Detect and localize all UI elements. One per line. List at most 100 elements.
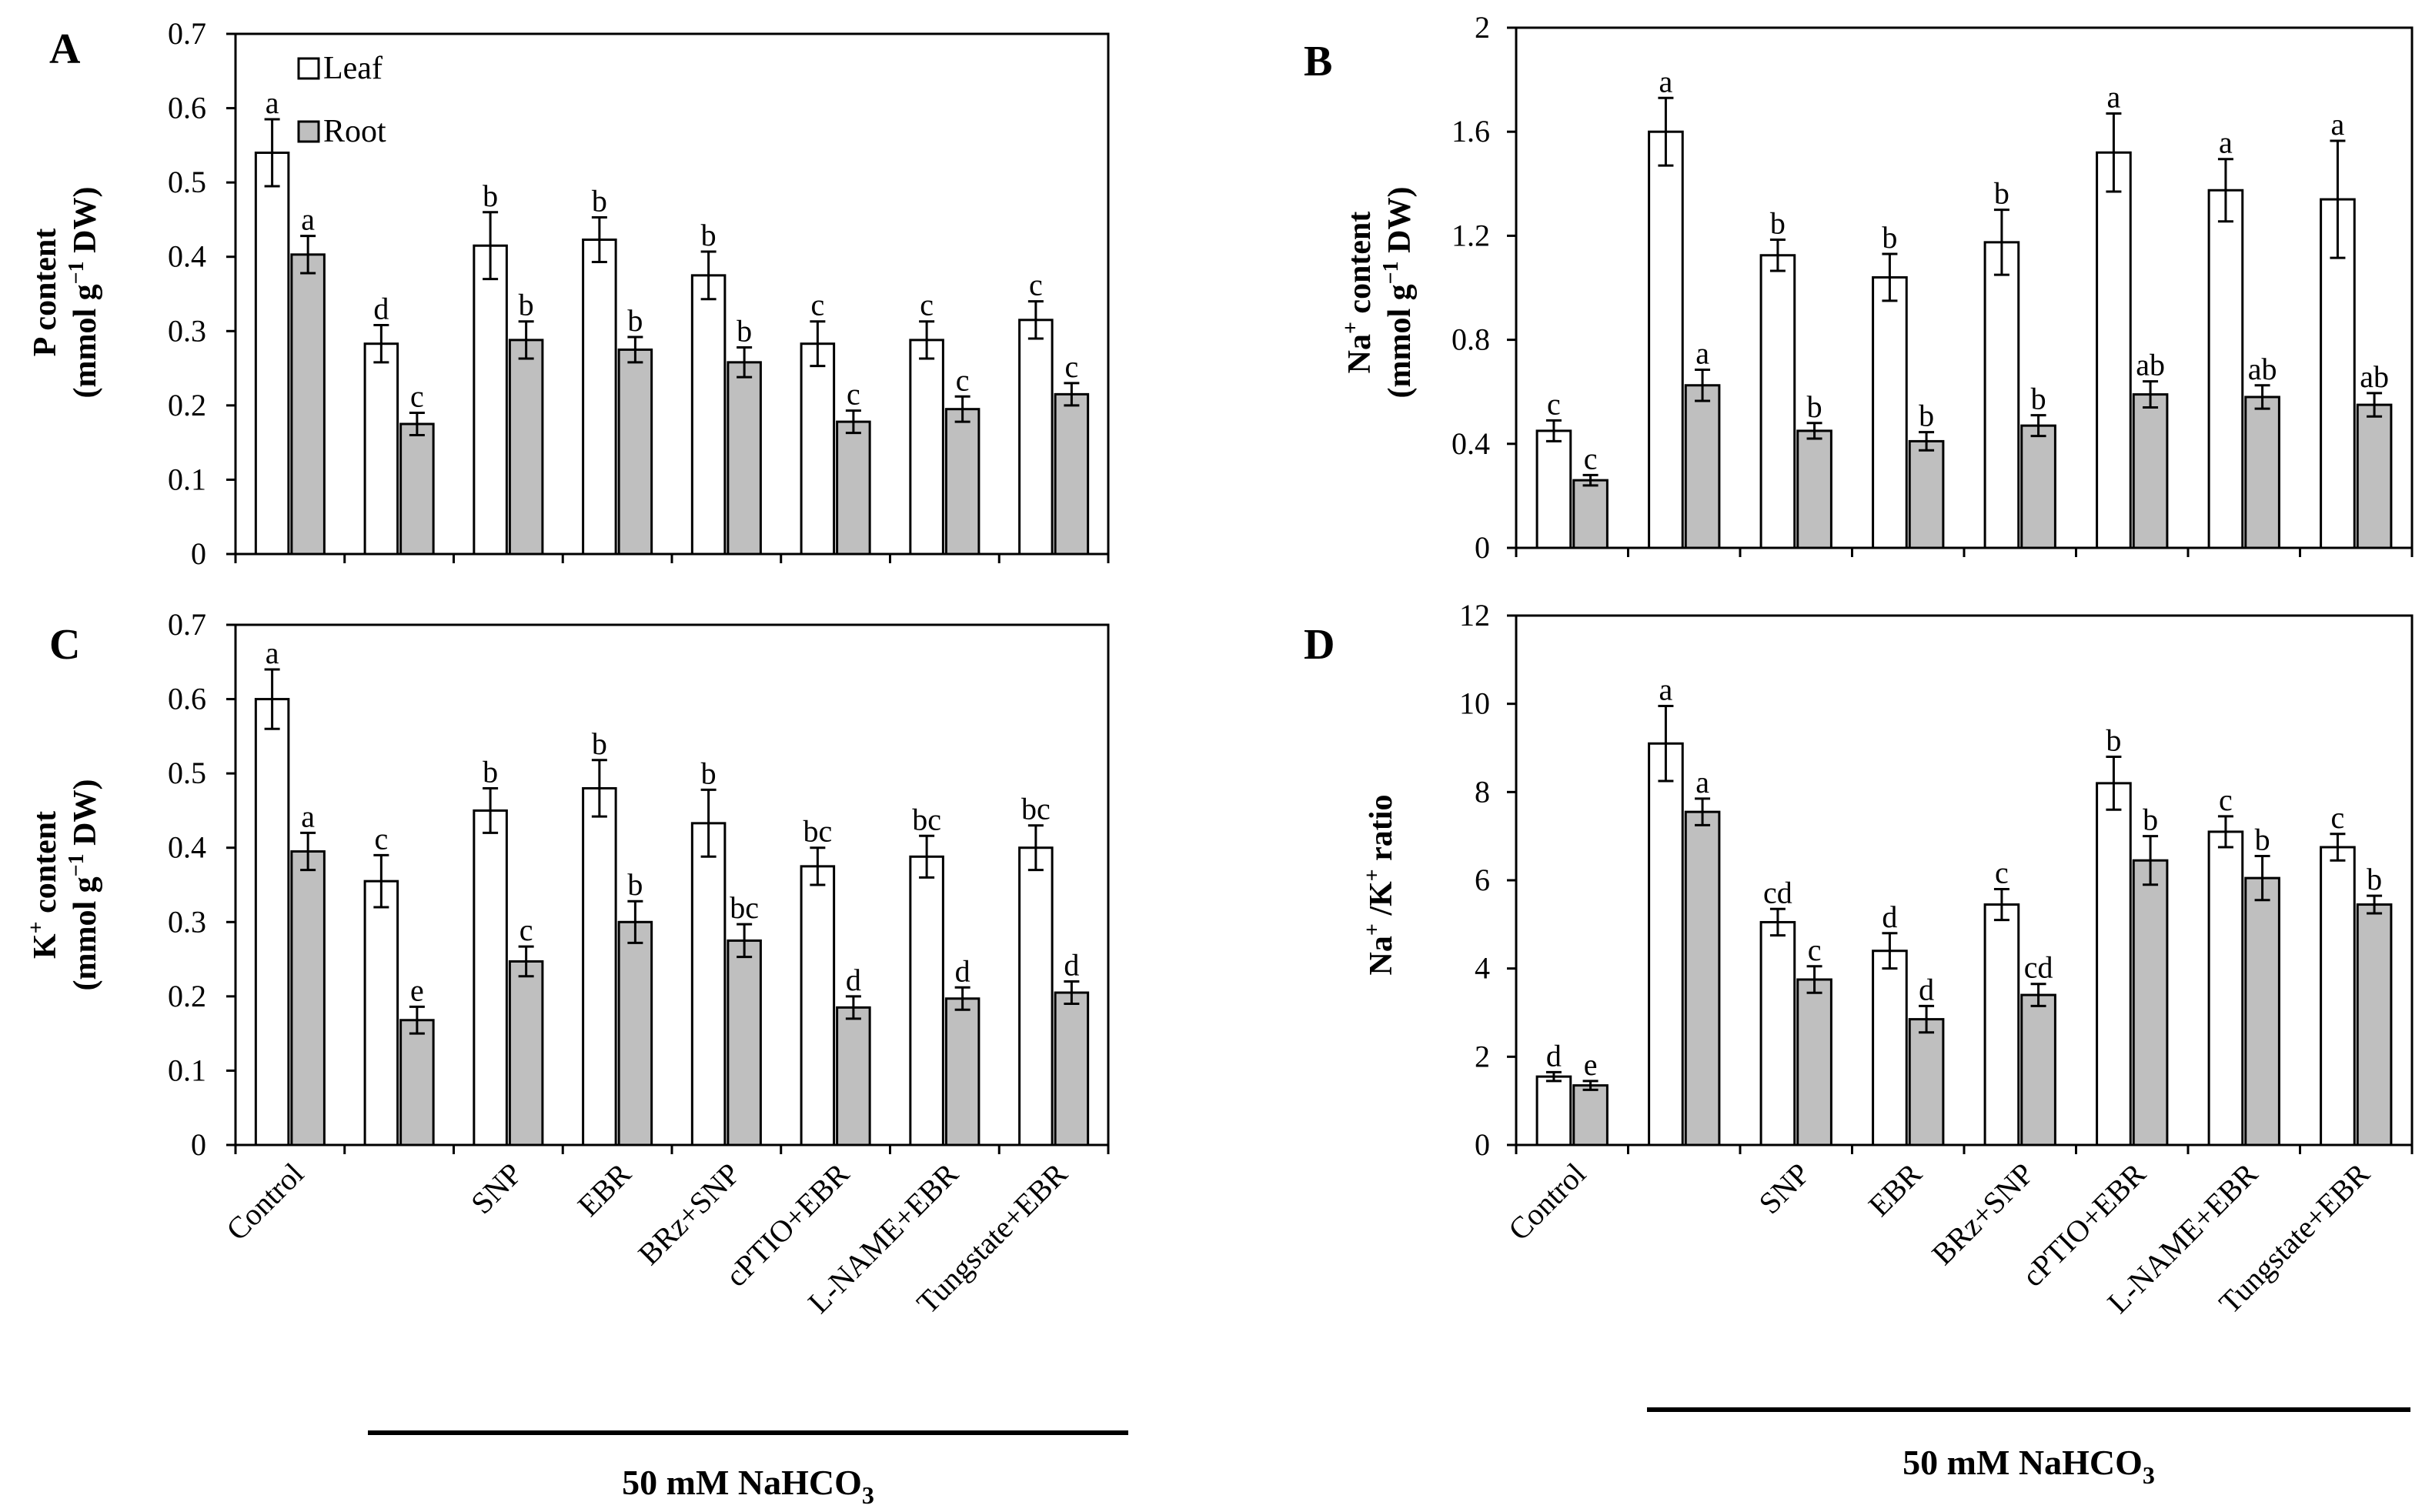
panel-a-bar-leaf: [473, 244, 508, 556]
panel-c-sig-letter: c: [519, 913, 533, 947]
ylabel-b-line2: (mmol g−1 DW): [1379, 187, 1418, 399]
panel-d-bar-leaf: [1983, 903, 2020, 1147]
panel-b-ytick-label: 2: [1475, 10, 1490, 45]
panel-b-sig-letter: b: [1994, 176, 2009, 211]
panel-c-sig-letter: a: [301, 799, 315, 833]
panel-d-ytick-label: 0: [1475, 1127, 1490, 1162]
panel-d-sig-letter: cd: [1763, 875, 1792, 910]
panel-c-bar-leaf: [800, 865, 836, 1147]
panel-letter-d: D: [1304, 621, 1335, 669]
panel-c-ytick-label: 0.3: [168, 904, 206, 939]
panel-c-category-label: BRz+SNP: [631, 1157, 747, 1272]
ylabel-d: Na+ /K+ ratio: [1361, 795, 1399, 976]
panel-b-sig-letter: c: [1584, 441, 1598, 476]
panel-a-sig-letter: c: [1029, 268, 1043, 302]
panel-a-ytick-label: 0: [191, 536, 206, 571]
panel-d-category-label: BRz+SNP: [1925, 1157, 2040, 1272]
panel-c-ytick-label: 0.2: [168, 979, 206, 1013]
panel-c-category-label: Control: [219, 1157, 310, 1247]
panel-b-sig-letter: ab: [2248, 352, 2277, 386]
panel-c-bar-root: [290, 850, 326, 1147]
panel-b-ytick-label: 1.6: [1452, 114, 1490, 149]
panel-a-sig-letter: d: [373, 292, 389, 326]
panel-d-bar-root: [1796, 978, 1832, 1147]
legend-root-label: Root: [323, 114, 386, 149]
panel-b-bar-leaf: [1983, 241, 2020, 549]
panel-a-sig-letter: a: [301, 202, 315, 237]
panel-b-bar-root: [2132, 393, 2169, 549]
panel-d-bar-root: [2244, 876, 2280, 1147]
panel-b-sig-letter: b: [2031, 382, 2046, 416]
ylabel-b: Na+ content (mmol g−1 DW): [1339, 187, 1418, 399]
panel-c-sig-letter: b: [701, 756, 717, 790]
panel-d-sig-letter: cd: [2024, 950, 2053, 985]
panel-c-sig-letter: d: [1064, 948, 1079, 983]
panel-c-sig-letter: bc: [730, 890, 759, 925]
panel-b-sig-letter: b: [1919, 399, 1934, 433]
panel-c-bar-leaf: [254, 698, 290, 1147]
panel-c-sig-letter: bc: [912, 802, 941, 836]
panel-b-bar-root: [1684, 384, 1721, 549]
panel-d-bar-leaf: [1759, 920, 1796, 1147]
panel-a-ytick-label: 0.7: [168, 16, 206, 51]
panel-a-sig-letter: b: [737, 314, 752, 349]
ylabel-d-line1: Na+ /K+ ratio: [1361, 795, 1399, 976]
ylabel-a-line2: (mmol g−1 DW): [65, 187, 103, 399]
panel-a-bar-root: [944, 408, 980, 556]
ylabel-c-line1: K+ content: [25, 811, 63, 959]
panel-a-sig-letter: b: [483, 179, 498, 213]
treatment-label-left: 50 mM NaHCO3: [622, 1463, 874, 1509]
panel-a-bar-root: [399, 422, 435, 556]
panel-c-sig-letter: e: [410, 973, 424, 1007]
panel-c-sig-letter: d: [955, 953, 970, 988]
panel-c-bar-root: [617, 920, 653, 1147]
legend: Leaf Root: [297, 51, 386, 149]
panel-c-bar-root: [1054, 991, 1090, 1147]
ylabel-b-line1: Na+ content: [1339, 212, 1378, 374]
panel-b-sig-letter: a: [1659, 64, 1673, 98]
panel-c-sig-letter: b: [483, 754, 498, 789]
panel-d-ytick-label: 4: [1475, 951, 1490, 986]
panel-b-sig-letter: b: [1770, 205, 1786, 240]
panel-d-bar-root: [2356, 903, 2393, 1147]
panel-a-sig-letter: b: [519, 288, 534, 322]
panel-a-sig-letter: b: [592, 184, 607, 219]
panel-d-bar-root: [1572, 1084, 1609, 1147]
panel-b-sig-letter: b: [1807, 389, 1822, 424]
panel-a-sig-letter: c: [847, 377, 860, 412]
panel-a-bar-root: [290, 253, 326, 556]
panel-c-bar-leaf: [909, 855, 944, 1147]
panel-a-bar-leaf: [690, 274, 727, 556]
panel-letter-a: A: [49, 25, 81, 73]
panel-c-ytick-label: 0.6: [168, 682, 206, 716]
panel-c-sig-letter: d: [846, 963, 861, 997]
panel-c-bar-leaf: [1018, 846, 1054, 1147]
panel-b-bar-root: [2020, 424, 2056, 549]
panel-d-sig-letter: b: [2106, 723, 2121, 757]
panel-d-bar-root: [1908, 1018, 1945, 1147]
panel-b-bar-root: [2244, 396, 2280, 549]
panel-c-bar-leaf: [582, 786, 617, 1147]
panel-b-ytick-label: 1.2: [1452, 218, 1490, 252]
panel-d-bar-leaf: [1535, 1075, 1572, 1147]
panel-a-ytick-label: 0.4: [168, 239, 206, 274]
panel-b-ytick-label: 0: [1475, 530, 1490, 565]
panel-d-bar-leaf: [1648, 742, 1684, 1147]
panel-c-bar-leaf: [363, 879, 399, 1147]
panel-d-category-label: SNP: [1752, 1157, 1816, 1221]
panel-d-sig-letter: b: [2143, 803, 2158, 837]
panel-a-bar-leaf: [800, 342, 836, 556]
panel-a-ytick-label: 0.2: [168, 388, 206, 422]
panel-c-bar-root: [727, 939, 762, 1147]
panel-c-bar-root: [399, 1019, 435, 1147]
panel-d-sig-letter: a: [1659, 673, 1673, 707]
panel-c-bar-leaf: [473, 809, 508, 1147]
panel-c-category-label: EBR: [571, 1156, 638, 1223]
panel-a-bar-root: [836, 420, 871, 556]
panel-a-ytick-label: 0.3: [168, 313, 206, 348]
panel-b-sig-letter: ab: [2360, 359, 2389, 394]
panel-a-ytick-label: 0.6: [168, 91, 206, 125]
legend-leaf-swatch: [297, 57, 320, 80]
